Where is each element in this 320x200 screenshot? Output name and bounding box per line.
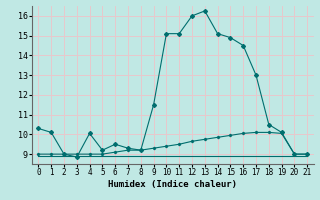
X-axis label: Humidex (Indice chaleur): Humidex (Indice chaleur) xyxy=(108,180,237,189)
